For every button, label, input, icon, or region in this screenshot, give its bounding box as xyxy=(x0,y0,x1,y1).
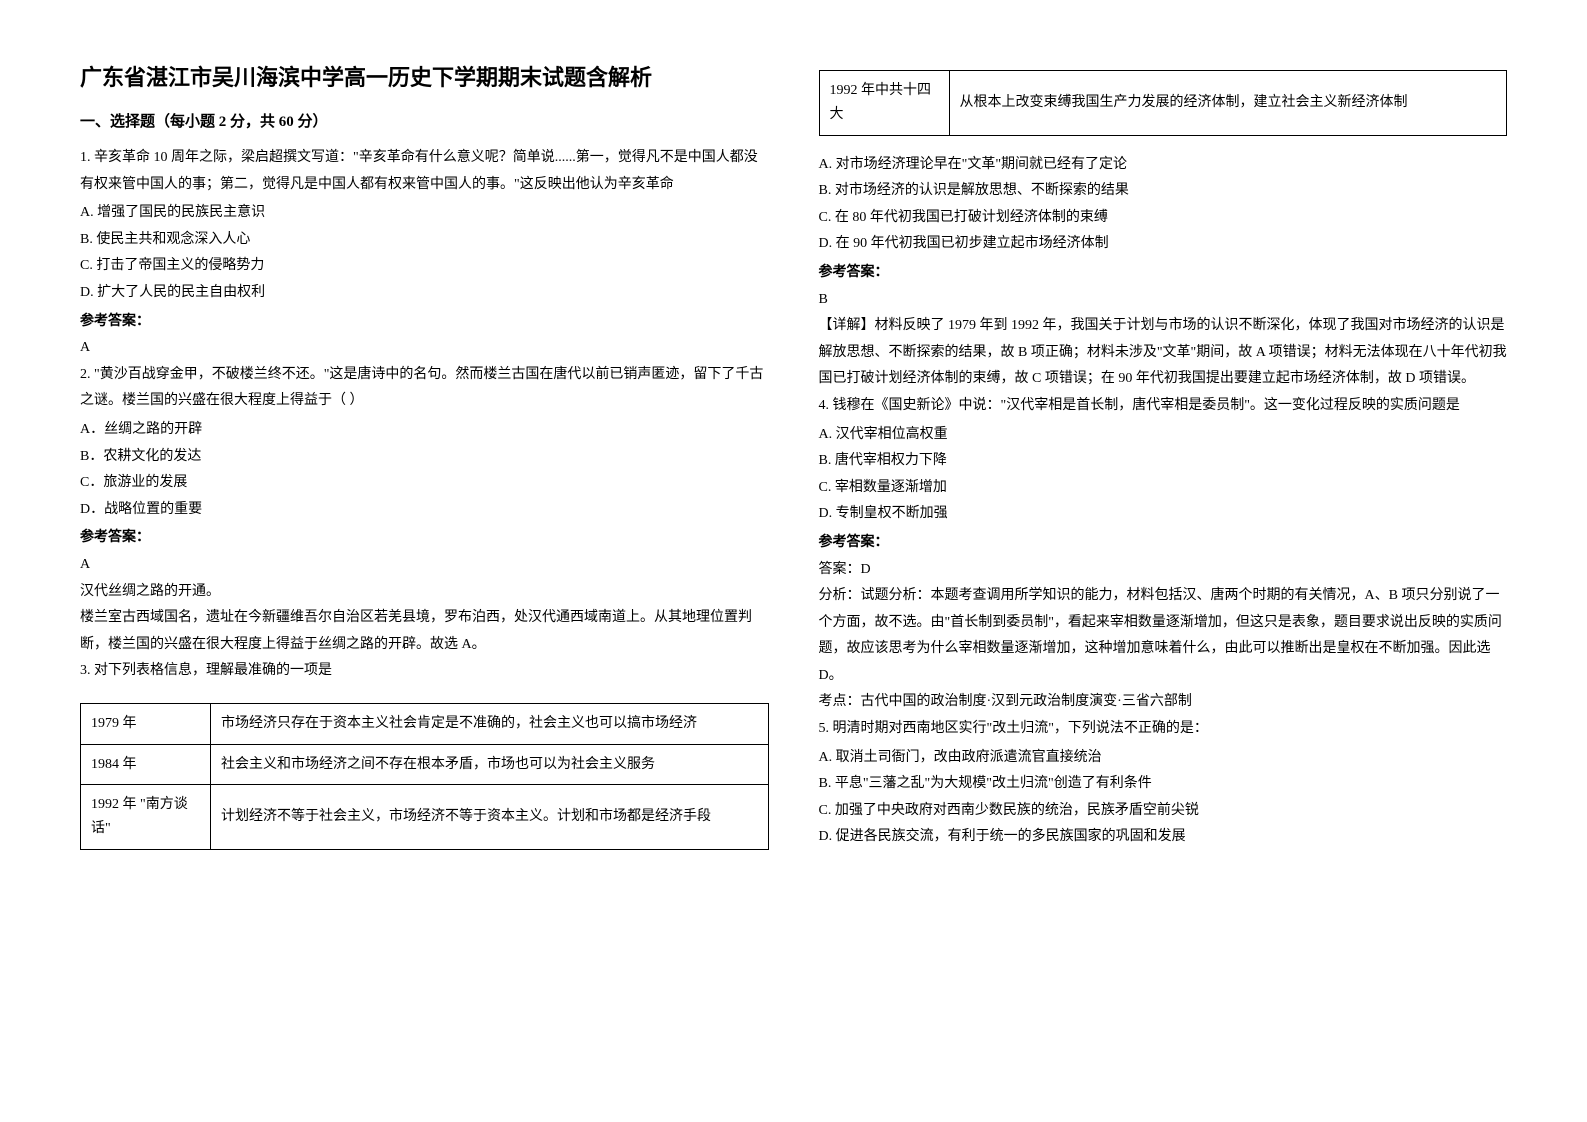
q2-answer: A xyxy=(80,552,769,579)
q4-explanation-2: 考点：古代中国的政治制度·汉到元政治制度演变·三省六部制 xyxy=(819,689,1508,716)
table-cell-year: 1979 年 xyxy=(81,703,211,744)
table-cell-year: 1984 年 xyxy=(81,744,211,785)
q1-option-a: A. 增强了国民的民族民主意识 xyxy=(80,200,769,227)
q1-option-d: D. 扩大了人民的民主自由权利 xyxy=(80,280,769,307)
document-title: 广东省湛江市吴川海滨中学高一历史下学期期末试题含解析 xyxy=(80,60,769,92)
table-row: 1984 年 社会主义和市场经济之间不存在根本矛盾，市场也可以为社会主义服务 xyxy=(81,744,769,785)
q3-table-part1: 1979 年 市场经济只存在于资本主义社会肯定是不准确的，社会主义也可以搞市场经… xyxy=(80,703,769,850)
q5-option-b: B. 平息"三藩之乱"为大规模"改土归流"创造了有利条件 xyxy=(819,771,1508,798)
q5-option-d: D. 促进各民族交流，有利于统一的多民族国家的巩固和发展 xyxy=(819,824,1508,851)
q3-answer: B xyxy=(819,287,1508,314)
q5-text: 5. 明清时期对西南地区实行"改土归流"，下列说法不正确的是： xyxy=(819,716,1508,743)
left-column: 广东省湛江市吴川海滨中学高一历史下学期期末试题含解析 一、选择题（每小题 2 分… xyxy=(80,60,769,1062)
table-cell-content: 计划经济不等于社会主义，市场经济不等于资本主义。计划和市场都是经济手段 xyxy=(211,785,769,850)
q1-answer-label: 参考答案： xyxy=(80,309,769,336)
q4-option-a: A. 汉代宰相位高权重 xyxy=(819,422,1508,449)
q2-option-a: A．丝绸之路的开辟 xyxy=(80,417,769,444)
right-column: 1992 年中共十四大 从根本上改变束缚我国生产力发展的经济体制，建立社会主义新… xyxy=(819,60,1508,1062)
table-cell-content: 从根本上改变束缚我国生产力发展的经济体制，建立社会主义新经济体制 xyxy=(949,71,1507,136)
q2-option-c: C．旅游业的发展 xyxy=(80,470,769,497)
q4-text: 4. 钱穆在《国史新论》中说："汉代宰相是首长制，唐代宰相是委员制"。这一变化过… xyxy=(819,393,1508,420)
section-header: 一、选择题（每小题 2 分，共 60 分） xyxy=(80,110,769,131)
table-cell-year: 1992 年 "南方谈话" xyxy=(81,785,211,850)
q3-option-d: D. 在 90 年代初我国已初步建立起市场经济体制 xyxy=(819,231,1508,258)
q4-answer: 答案：D xyxy=(819,557,1508,584)
q1-text: 1. 辛亥革命 10 周年之际，梁启超撰文写道："辛亥革命有什么意义呢？简单说.… xyxy=(80,145,769,198)
q3-option-b: B. 对市场经济的认识是解放思想、不断探索的结果 xyxy=(819,178,1508,205)
q4-answer-label: 参考答案： xyxy=(819,530,1508,557)
q2-option-b: B．农耕文化的发达 xyxy=(80,444,769,471)
q3-text: 3. 对下列表格信息，理解最准确的一项是 xyxy=(80,658,769,685)
table-cell-year: 1992 年中共十四大 xyxy=(819,71,949,136)
q2-explanation-1: 汉代丝绸之路的开通。 xyxy=(80,579,769,606)
q3-option-c: C. 在 80 年代初我国已打破计划经济体制的束缚 xyxy=(819,205,1508,232)
q5-option-c: C. 加强了中央政府对西南少数民族的统治，民族矛盾空前尖锐 xyxy=(819,798,1508,825)
q1-option-c: C. 打击了帝国主义的侵略势力 xyxy=(80,253,769,280)
table-row: 1992 年中共十四大 从根本上改变束缚我国生产力发展的经济体制，建立社会主义新… xyxy=(819,71,1507,136)
table-row: 1992 年 "南方谈话" 计划经济不等于社会主义，市场经济不等于资本主义。计划… xyxy=(81,785,769,850)
table-cell-content: 社会主义和市场经济之间不存在根本矛盾，市场也可以为社会主义服务 xyxy=(211,744,769,785)
q3-option-a: A. 对市场经济理论早在"文革"期间就已经有了定论 xyxy=(819,152,1508,179)
q3-table-part2: 1992 年中共十四大 从根本上改变束缚我国生产力发展的经济体制，建立社会主义新… xyxy=(819,70,1508,136)
q1-answer: A xyxy=(80,335,769,362)
q2-text: 2. "黄沙百战穿金甲，不破楼兰终不还。"这是唐诗中的名句。然而楼兰古国在唐代以… xyxy=(80,362,769,415)
q4-option-b: B. 唐代宰相权力下降 xyxy=(819,448,1508,475)
q4-option-d: D. 专制皇权不断加强 xyxy=(819,501,1508,528)
table-row: 1979 年 市场经济只存在于资本主义社会肯定是不准确的，社会主义也可以搞市场经… xyxy=(81,703,769,744)
q2-answer-label: 参考答案： xyxy=(80,525,769,552)
q3-explanation: 【详解】材料反映了 1979 年到 1992 年，我国关于计划与市场的认识不断深… xyxy=(819,313,1508,393)
q2-option-d: D．战略位置的重要 xyxy=(80,497,769,524)
q4-option-c: C. 宰相数量逐渐增加 xyxy=(819,475,1508,502)
q1-option-b: B. 使民主共和观念深入人心 xyxy=(80,227,769,254)
q4-explanation-1: 分析：试题分析：本题考查调用所学知识的能力，材料包括汉、唐两个时期的有关情况，A… xyxy=(819,583,1508,689)
q5-option-a: A. 取消土司衙门，改由政府派遣流官直接统治 xyxy=(819,745,1508,772)
q3-answer-label: 参考答案： xyxy=(819,260,1508,287)
table-cell-content: 市场经济只存在于资本主义社会肯定是不准确的，社会主义也可以搞市场经济 xyxy=(211,703,769,744)
q2-explanation-2: 楼兰室古西域国名，遗址在今新疆维吾尔自治区若羌县境，罗布泊西，处汉代通西域南道上… xyxy=(80,605,769,658)
